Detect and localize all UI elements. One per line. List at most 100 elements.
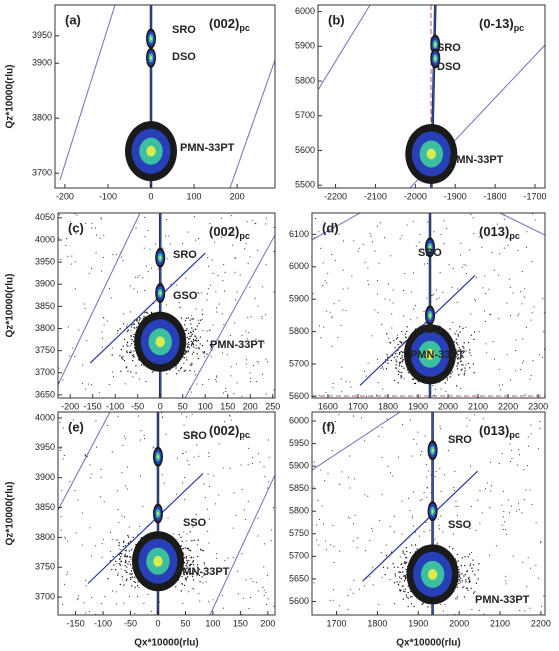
noise <box>128 561 130 563</box>
x-tick-label: 1600 <box>318 401 338 411</box>
noise <box>455 560 457 562</box>
noise <box>331 316 333 318</box>
noise <box>419 535 421 537</box>
noise <box>62 379 64 381</box>
noise <box>531 504 533 506</box>
noise <box>210 345 212 347</box>
noise <box>445 391 447 393</box>
noise <box>268 457 270 459</box>
noise <box>530 567 532 569</box>
noise <box>185 451 187 453</box>
x-tick-label: 1700 <box>327 618 347 628</box>
noise <box>184 578 186 580</box>
noise <box>265 314 267 316</box>
noise <box>112 590 114 592</box>
noise <box>130 556 132 558</box>
noise <box>339 550 341 552</box>
noise <box>183 363 185 365</box>
noise <box>416 548 418 550</box>
noise <box>229 415 231 417</box>
noise <box>478 236 480 238</box>
noise <box>465 264 467 266</box>
noise <box>188 338 190 340</box>
noise <box>399 371 401 373</box>
noise <box>385 361 387 363</box>
noise <box>468 349 471 351</box>
noise <box>404 578 407 580</box>
noise <box>192 344 195 346</box>
noise <box>511 457 513 459</box>
noise <box>198 593 200 595</box>
noise <box>229 467 231 469</box>
noise <box>234 322 236 324</box>
noise <box>86 340 88 342</box>
x-tick-label: 2200 <box>531 618 551 628</box>
noise <box>376 293 378 295</box>
noise <box>137 533 139 535</box>
noise <box>482 287 484 289</box>
noise <box>350 386 352 388</box>
noise <box>129 556 131 558</box>
noise <box>108 287 110 289</box>
x-tick-label: 0 <box>155 618 160 628</box>
noise <box>129 596 131 598</box>
noise <box>150 312 153 315</box>
y-tick-label: 3750 <box>35 345 55 355</box>
noise <box>232 527 234 529</box>
noise <box>392 563 394 565</box>
noise <box>85 222 87 224</box>
noise <box>152 371 154 373</box>
noise <box>525 326 527 328</box>
noise <box>490 490 492 492</box>
noise <box>530 433 532 435</box>
noise <box>124 553 126 555</box>
noise <box>477 578 479 580</box>
noise <box>444 382 446 384</box>
noise <box>145 381 147 383</box>
noise <box>258 453 260 455</box>
noise <box>126 555 128 557</box>
noise <box>382 566 384 568</box>
noise <box>137 358 140 360</box>
y-tick-label: 5650 <box>289 573 309 583</box>
noise <box>196 325 198 327</box>
noise <box>186 533 188 535</box>
noise <box>521 270 523 272</box>
noise <box>190 345 193 347</box>
noise <box>409 590 412 593</box>
noise <box>184 329 186 331</box>
noise <box>462 356 464 358</box>
noise <box>397 349 399 351</box>
noise <box>413 491 415 493</box>
noise <box>266 361 268 363</box>
noise <box>191 364 193 366</box>
noise <box>85 585 87 587</box>
y-tick-label: 3800 <box>32 113 52 123</box>
noise <box>130 578 132 580</box>
noise <box>67 571 69 573</box>
noise <box>130 559 132 561</box>
y-tick-label: 5800 <box>295 75 315 85</box>
noise <box>489 314 491 316</box>
noise <box>456 553 459 556</box>
noise <box>229 335 231 337</box>
noise <box>126 341 129 344</box>
noise <box>398 576 401 578</box>
noise <box>120 348 122 351</box>
noise <box>532 360 534 362</box>
noise <box>468 553 471 555</box>
noise <box>202 351 204 353</box>
peak-label: PMN-33PT <box>210 339 265 351</box>
noise <box>183 353 185 355</box>
noise <box>111 354 113 356</box>
noise <box>326 310 328 312</box>
noise <box>78 329 80 331</box>
noise <box>401 563 403 565</box>
noise <box>519 291 521 293</box>
noise <box>479 522 481 524</box>
noise <box>201 576 203 578</box>
noise <box>434 538 436 540</box>
noise <box>389 526 391 528</box>
noise <box>396 361 398 363</box>
